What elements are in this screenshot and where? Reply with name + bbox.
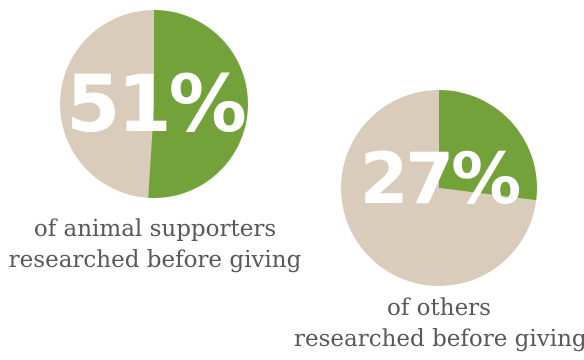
caption-2: of others researched before giving [294,293,584,355]
pie-chart-others: 27% [340,84,538,294]
percent-label-1: 51% [66,60,247,150]
percent-label-2: 27% [359,138,522,220]
pie-2-slice-2 [341,90,537,286]
pie-1-svg [60,10,249,198]
caption-2-line-2: researched before giving [294,326,584,352]
pie-chart-animal-supporters: 51% [60,0,250,210]
caption-2-line-1: of others [387,295,491,321]
pie-1-slice-1 [148,10,249,198]
pie-2-svg [341,90,537,286]
caption-1-line-2: researched before giving [8,247,302,273]
caption-1: of animal supporters researched before g… [0,214,310,276]
caption-1-line-1: of animal supporters [33,216,277,242]
pie-1-slice-2 [60,10,154,198]
pie-2-slice-1 [439,90,537,201]
